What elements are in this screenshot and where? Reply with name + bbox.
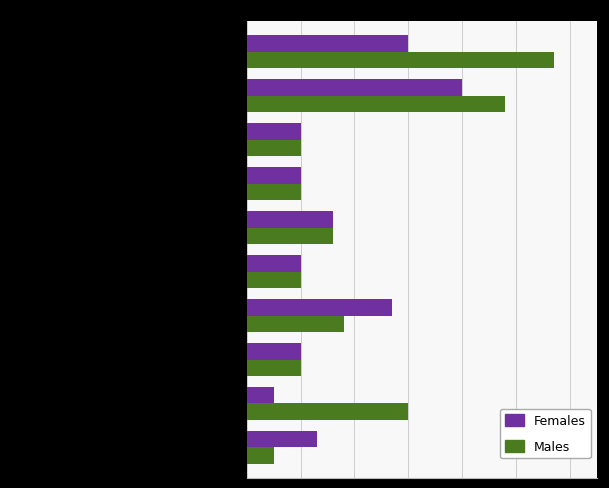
Legend: Females, Males: Females, Males [500, 408, 591, 458]
Bar [247, 447, 273, 464]
Bar [247, 36, 408, 53]
Bar [247, 228, 333, 245]
Bar [247, 80, 462, 97]
Bar [247, 97, 505, 113]
Bar [247, 360, 300, 376]
Bar [247, 343, 300, 360]
Bar [247, 53, 554, 69]
Bar [247, 184, 300, 201]
Bar [247, 431, 317, 447]
Bar [247, 404, 408, 420]
Bar [247, 272, 300, 289]
Bar [247, 211, 333, 228]
Bar [247, 167, 300, 184]
Bar [247, 124, 300, 141]
Bar [247, 141, 300, 157]
Bar [247, 299, 392, 316]
Bar [247, 255, 300, 272]
Bar [247, 316, 343, 333]
Bar [247, 387, 273, 404]
